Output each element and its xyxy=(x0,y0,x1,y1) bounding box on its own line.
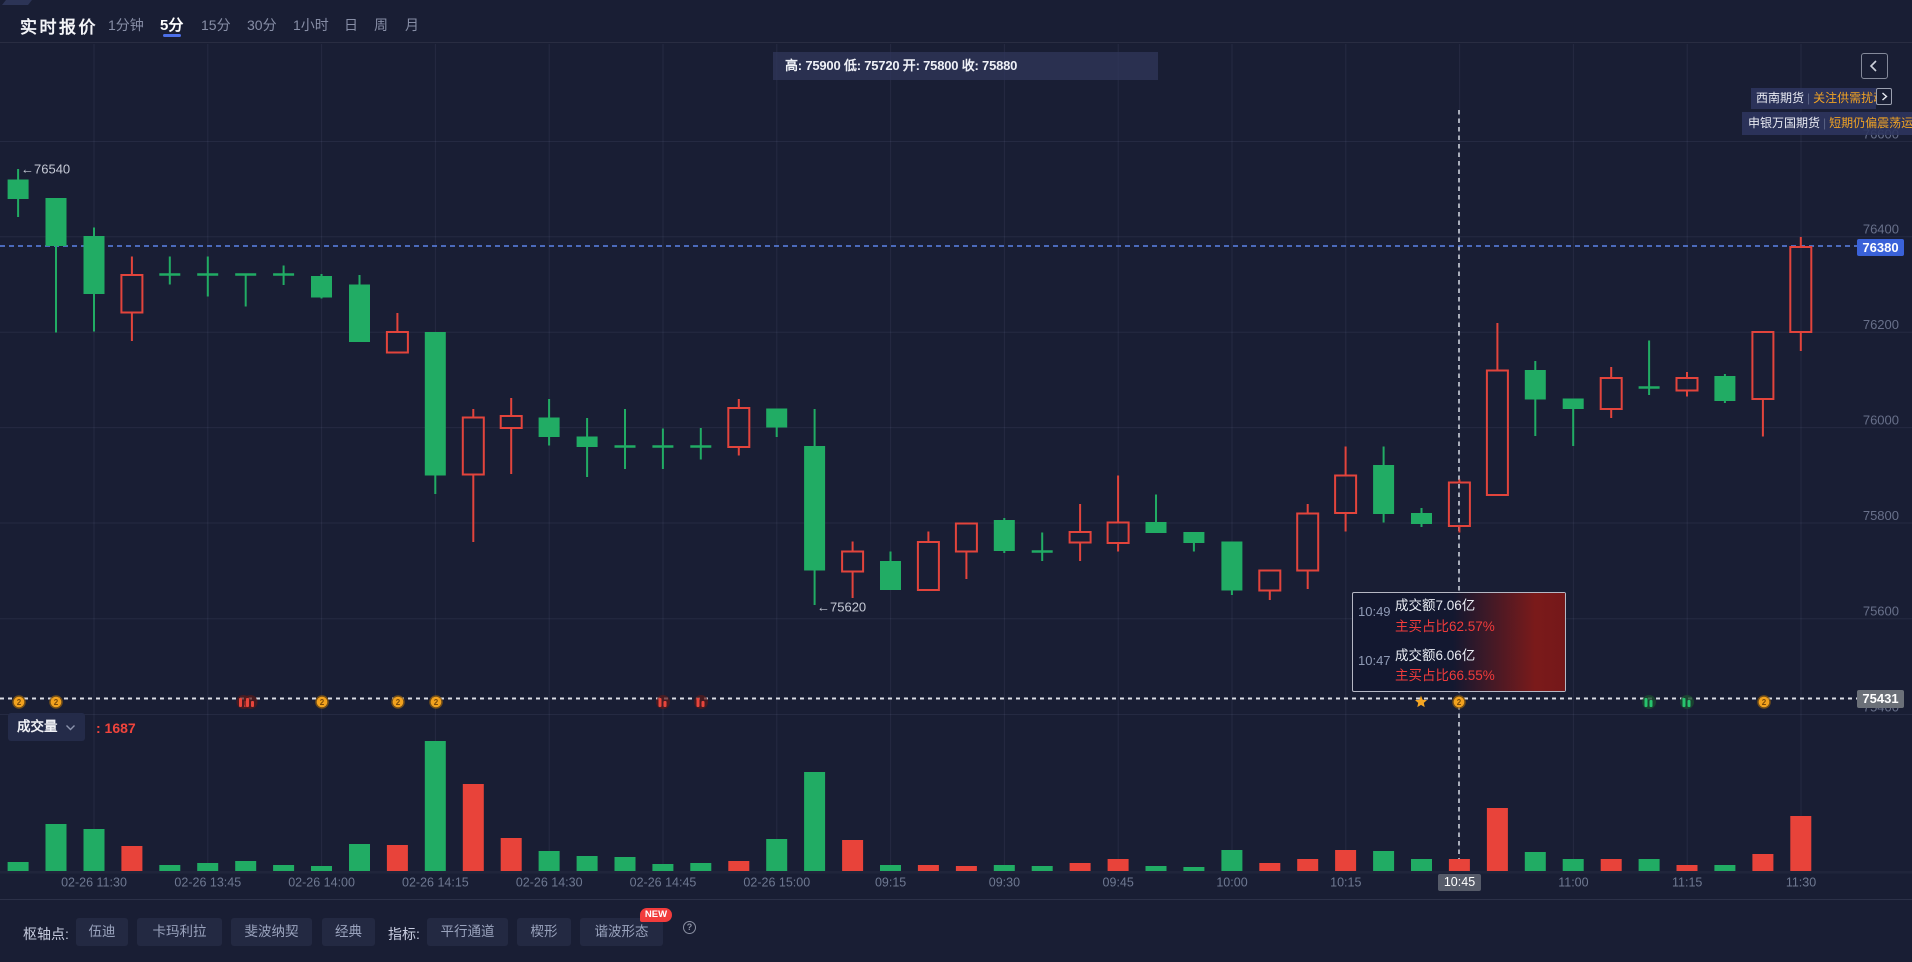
svg-text:10:00: 10:00 xyxy=(1216,876,1247,890)
svg-text:09:15: 09:15 xyxy=(875,876,906,890)
svg-text:11:00: 11:00 xyxy=(1558,876,1588,890)
svg-text:2: 2 xyxy=(1457,698,1462,707)
svg-text:75600: 75600 xyxy=(1863,604,1899,619)
svg-text:11:30: 11:30 xyxy=(1786,876,1816,890)
svg-text:2: 2 xyxy=(396,698,401,707)
svg-text:09:45: 09:45 xyxy=(1103,876,1134,890)
svg-text:02-26 11:30: 02-26 11:30 xyxy=(61,876,127,890)
svg-text:10:15: 10:15 xyxy=(1330,876,1361,890)
svg-text:2: 2 xyxy=(1762,698,1767,707)
svg-text:2: 2 xyxy=(54,698,59,707)
svg-text:11:15: 11:15 xyxy=(1672,876,1702,890)
svg-text:2: 2 xyxy=(320,698,325,707)
svg-text:75800: 75800 xyxy=(1863,508,1899,523)
svg-text:76000: 76000 xyxy=(1863,412,1899,427)
svg-text:09:30: 09:30 xyxy=(989,876,1020,890)
svg-text:←75620: ←75620 xyxy=(817,600,866,615)
svg-text:←76540: ←76540 xyxy=(21,162,70,177)
svg-text:2: 2 xyxy=(434,698,439,707)
svg-text:02-26 14:45: 02-26 14:45 xyxy=(630,876,697,890)
svg-text:02-26 14:15: 02-26 14:15 xyxy=(402,876,469,890)
svg-text:2: 2 xyxy=(17,698,22,707)
svg-text:76400: 76400 xyxy=(1863,222,1899,237)
svg-text:02-26 14:00: 02-26 14:00 xyxy=(288,876,355,890)
svg-text:02-26 13:45: 02-26 13:45 xyxy=(174,876,241,890)
svg-text:02-26 15:00: 02-26 15:00 xyxy=(743,876,810,890)
svg-text:02-26 14:30: 02-26 14:30 xyxy=(516,876,583,890)
svg-text:76200: 76200 xyxy=(1863,317,1899,332)
